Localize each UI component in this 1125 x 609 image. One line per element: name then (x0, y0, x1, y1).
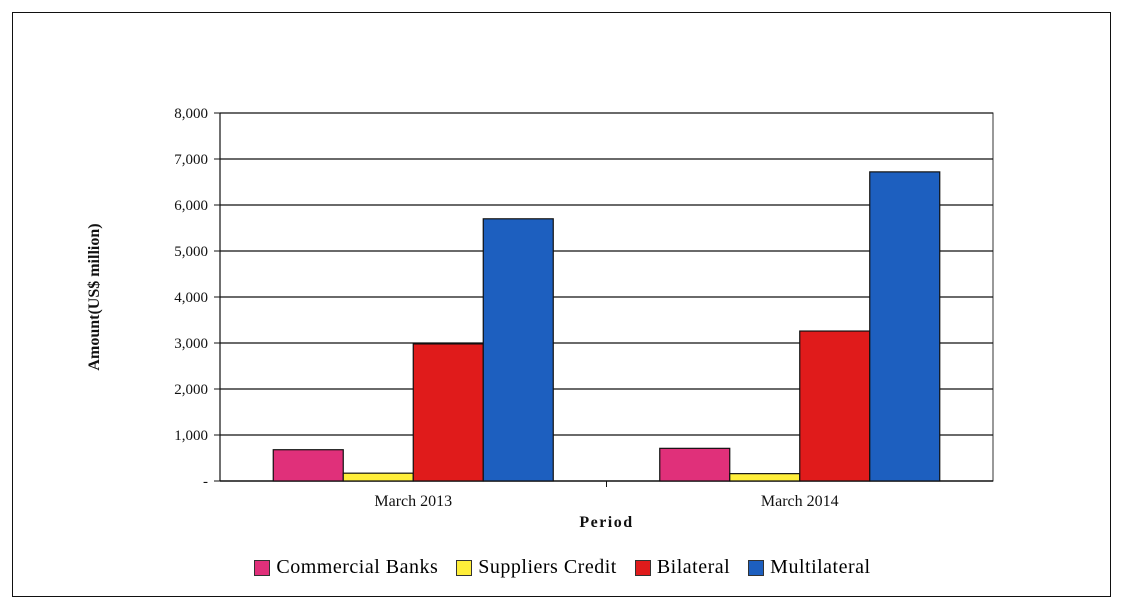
legend-item: Bilateral (634, 556, 731, 579)
bar-multilateral (869, 171, 941, 482)
y-axis-label: Amount(US$ million) (86, 223, 103, 370)
legend-label: Bilateral (656, 556, 731, 578)
y-tick-label: 7,000 (174, 152, 208, 168)
y-tick-label: - (203, 474, 208, 490)
y-tick-label: 1,000 (174, 428, 208, 444)
bar-suppliers-credit (729, 473, 801, 482)
bar-bilateral (412, 343, 484, 482)
legend: Commercial Banks Suppliers Credit Bilatera… (0, 556, 1125, 579)
legend-swatch (456, 559, 473, 576)
legend-item: Multilateral (748, 556, 870, 579)
bar-bilateral (799, 330, 871, 482)
bar-multilateral (482, 218, 554, 482)
bar-commercial-banks (659, 447, 731, 482)
y-tick-label: 5,000 (174, 244, 208, 260)
legend-label: Multilateral (770, 556, 871, 578)
legend-label: Suppliers Credit (478, 556, 617, 578)
y-tick-label: 3,000 (174, 336, 208, 352)
legend-swatch (634, 559, 651, 576)
x-tick-label: March 2013 (374, 493, 452, 510)
legend-swatch (748, 559, 765, 576)
legend-item: Commercial Banks (254, 556, 438, 579)
legend-label: Commercial Banks (276, 556, 439, 578)
x-tick-label: March 2014 (761, 493, 839, 510)
bar-suppliers-credit (342, 472, 414, 482)
legend-item: Suppliers Credit (456, 556, 617, 579)
x-axis-label: Period (579, 514, 633, 531)
bar-commercial-banks (272, 449, 344, 482)
y-tick-label: 2,000 (174, 382, 208, 398)
y-tick-label: 4,000 (174, 290, 208, 306)
legend-swatch (254, 559, 271, 576)
y-tick-label: 6,000 (174, 198, 208, 214)
y-tick-label: 8,000 (174, 106, 208, 122)
